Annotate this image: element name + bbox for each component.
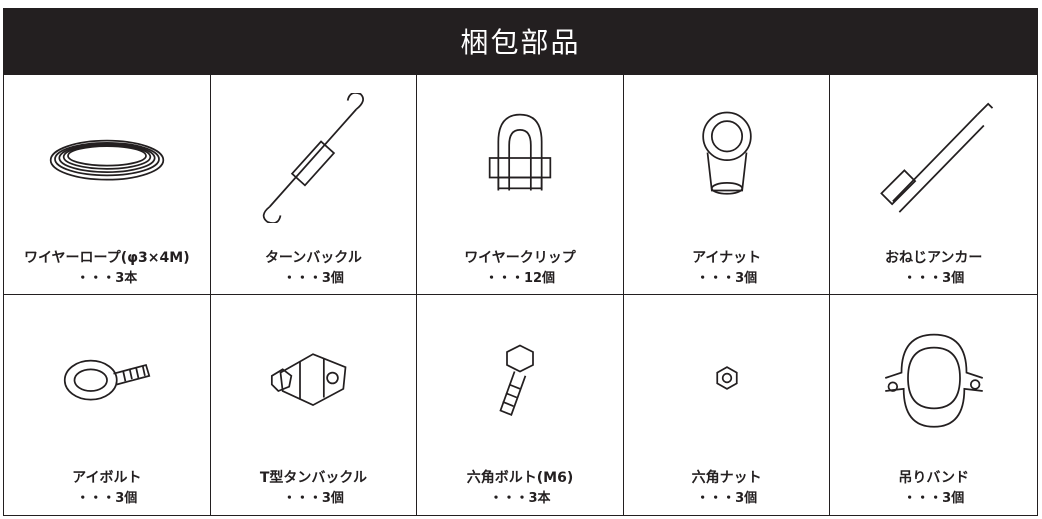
part-cell: 六角ナット・・・3個 <box>624 295 831 515</box>
part-name: ワイヤーロープ(φ3×4M) <box>23 250 190 266</box>
part-cell: ワイヤーロープ(φ3×4M) ・・・3本 <box>4 75 211 295</box>
part-name: ワイヤークリップ <box>464 250 576 266</box>
part-cell: アイナット・・・3個 <box>623 75 831 295</box>
part-quantity: ・・・3本 <box>76 271 138 286</box>
header-title: 梱包部品 <box>3 8 1038 74</box>
part-illustration <box>701 111 752 195</box>
part-illustration <box>49 139 164 181</box>
part-illustration <box>488 113 552 191</box>
part-icon <box>450 313 590 447</box>
part-illustration <box>63 359 151 401</box>
part-cell: ワイヤークリップ ・・・12個 <box>417 75 624 295</box>
part-icon <box>243 91 383 227</box>
part-quantity: ・・・3個 <box>282 491 344 506</box>
part-name: 六角ナット <box>691 470 762 486</box>
part-icon <box>37 313 177 447</box>
part-name: 六角ボルト(M6) <box>466 470 574 486</box>
part-quantity: ・・・3個 <box>903 271 965 286</box>
part-name: アイナット <box>692 250 762 266</box>
part-illustration <box>263 91 365 225</box>
part-quantity: ・・・3個 <box>903 491 965 506</box>
part-illustration <box>879 102 993 213</box>
part-cell: おねじアンカー ・・・3個 <box>830 75 1037 295</box>
part-cell: 六角ボルト(M6) ・・・3本 <box>417 295 624 515</box>
part-icon <box>657 313 797 447</box>
part-name: おねじアンカー <box>884 250 983 266</box>
part-quantity: ・・・3個 <box>76 491 138 506</box>
parts-grid: ワイヤーロープ(φ3×4M) ・・・3本 ターンバックル ・・・3個 ワイヤークリップ・… <box>3 74 1038 516</box>
part-name: T型タンバックル <box>259 470 367 486</box>
part-quantity: ・・・3個 <box>282 271 344 286</box>
part-illustration <box>499 344 534 416</box>
part-illustration <box>884 333 983 428</box>
part-icon <box>243 313 383 447</box>
part-icon <box>864 313 1004 447</box>
part-name: ターンバックル <box>264 250 362 266</box>
part-icon <box>864 93 1004 227</box>
part-quantity: ・・・3個 <box>696 271 758 286</box>
part-quantity: ・・・3本 <box>489 491 551 506</box>
part-icon <box>37 93 177 227</box>
part-name: 吊りバンド <box>898 470 970 486</box>
part-illustration <box>271 353 347 407</box>
part-cell: ターンバックル ・・・3個 <box>210 75 418 295</box>
part-cell: 吊りバンド・・・3個 <box>830 295 1037 515</box>
part-quantity: ・・・3個 <box>696 491 758 506</box>
part-quantity: ・・・12個 <box>484 271 556 286</box>
part-cell: T型タンバックル ・・・3個 <box>211 295 418 515</box>
part-icon <box>657 93 797 227</box>
part-icon <box>450 93 590 227</box>
part-illustration <box>715 366 738 390</box>
part-cell: アイボルト・・・3個 <box>4 295 211 515</box>
part-name: アイボルト <box>72 470 142 486</box>
